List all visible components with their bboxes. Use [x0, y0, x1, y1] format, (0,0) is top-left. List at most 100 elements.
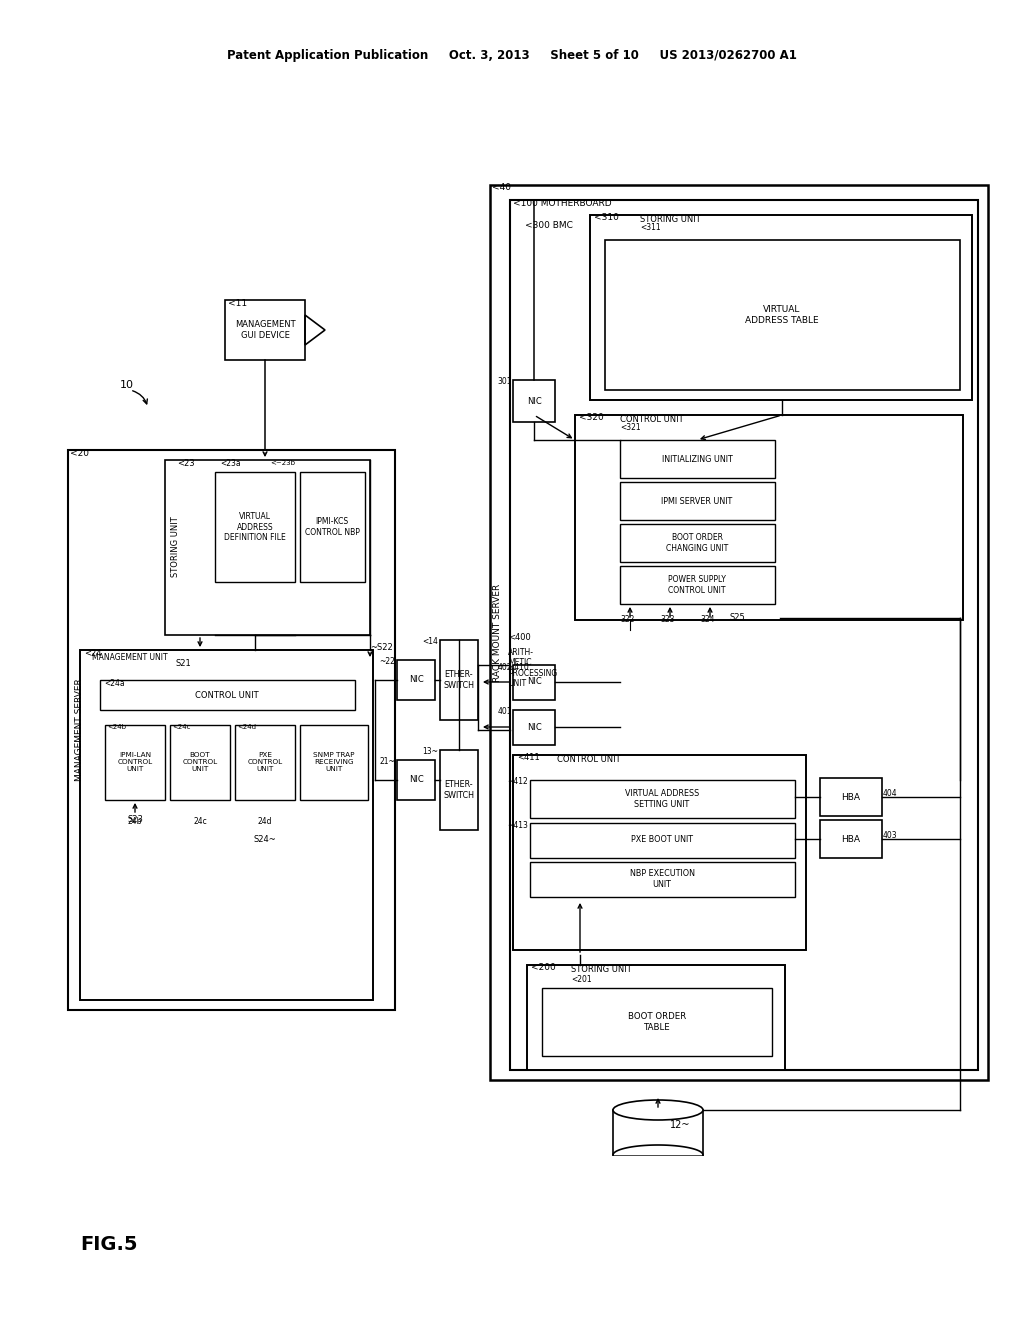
Text: ~S22: ~S22	[371, 644, 393, 652]
Bar	[620, 566, 775, 605]
Text: CONTROL UNIT: CONTROL UNIT	[196, 690, 259, 700]
Bar	[513, 755, 806, 950]
Text: S25: S25	[730, 614, 745, 623]
Text: 13~: 13~	[422, 747, 438, 756]
Text: NIC: NIC	[526, 396, 542, 405]
Text: CONTROL UNIT: CONTROL UNIT	[620, 416, 684, 425]
Text: POWER SUPPLY
CONTROL UNIT: POWER SUPPLY CONTROL UNIT	[668, 576, 726, 595]
Bar	[820, 820, 882, 858]
Bar	[527, 965, 785, 1071]
Text: VIRTUAL ADDRESS
SETTING UNIT: VIRTUAL ADDRESS SETTING UNIT	[625, 789, 699, 809]
Text: BOOT ORDER
TABLE: BOOT ORDER TABLE	[628, 1012, 686, 1032]
Bar	[620, 440, 775, 478]
Text: 401: 401	[498, 708, 512, 717]
Text: S23: S23	[127, 816, 143, 825]
Text: 402: 402	[498, 663, 512, 672]
Text: NIC: NIC	[409, 676, 423, 685]
Text: INITIALIZING UNIT: INITIALIZING UNIT	[662, 454, 732, 463]
Bar	[820, 777, 882, 816]
Text: ~22: ~22	[379, 657, 395, 667]
Text: VIRTUAL
ADDRESS
DEFINITION FILE: VIRTUAL ADDRESS DEFINITION FILE	[224, 512, 286, 543]
Bar	[542, 987, 772, 1056]
Bar	[80, 649, 373, 1001]
Text: 12~: 12~	[670, 1119, 690, 1130]
Text: NIC: NIC	[409, 776, 423, 784]
Text: NIC: NIC	[526, 677, 542, 686]
Text: <40: <40	[492, 183, 511, 193]
Text: ETHER-
SWITCH: ETHER- SWITCH	[443, 671, 474, 689]
Text: <201: <201	[571, 974, 592, 983]
Text: Patent Application Publication     Oct. 3, 2013     Sheet 5 of 10     US 2013/02: Patent Application Publication Oct. 3, 2…	[227, 49, 797, 62]
Text: CONTROL UNIT: CONTROL UNIT	[557, 755, 621, 764]
Text: S24~: S24~	[254, 836, 276, 845]
Text: <11: <11	[228, 298, 247, 308]
Text: <24c: <24c	[172, 723, 190, 730]
Text: FIG.5: FIG.5	[80, 1236, 137, 1254]
Text: <24b: <24b	[106, 723, 126, 730]
Text: NBP EXECUTION
UNIT: NBP EXECUTION UNIT	[630, 870, 694, 888]
Bar	[513, 665, 555, 700]
Text: <~23b: <~23b	[270, 459, 295, 466]
Text: MANAGEMENT UNIT: MANAGEMENT UNIT	[92, 653, 168, 663]
Bar	[165, 459, 370, 635]
Bar	[234, 725, 295, 800]
Bar	[490, 185, 988, 1080]
Bar	[397, 660, 435, 700]
Text: <100 MOTHERBOARD: <100 MOTHERBOARD	[513, 198, 611, 207]
Bar	[440, 750, 478, 830]
Bar	[170, 725, 230, 800]
Bar	[300, 725, 368, 800]
Bar	[513, 380, 555, 422]
Bar	[530, 822, 795, 858]
Text: 301: 301	[498, 378, 512, 387]
Text: IPMI SERVER UNIT: IPMI SERVER UNIT	[662, 496, 732, 506]
Text: NIC: NIC	[526, 722, 542, 731]
Text: BOOT
CONTROL
UNIT: BOOT CONTROL UNIT	[182, 752, 217, 772]
Text: PXE BOOT UNIT: PXE BOOT UNIT	[631, 836, 693, 845]
Bar	[105, 725, 165, 800]
Bar	[620, 482, 775, 520]
Text: HBA: HBA	[842, 792, 860, 801]
Text: 403: 403	[883, 830, 898, 840]
Text: ~413: ~413	[507, 821, 528, 829]
Text: <14: <14	[422, 638, 438, 647]
Bar	[620, 524, 775, 562]
Text: <320: <320	[579, 413, 604, 422]
Text: 21~: 21~	[379, 758, 395, 767]
Bar	[510, 201, 978, 1071]
Text: S21: S21	[175, 659, 190, 668]
Text: PXE
CONTROL
UNIT: PXE CONTROL UNIT	[248, 752, 283, 772]
Text: <24: <24	[84, 648, 101, 657]
Text: <411: <411	[517, 754, 540, 763]
Bar	[440, 640, 478, 719]
Text: 10: 10	[120, 380, 134, 389]
Bar	[100, 680, 355, 710]
Text: BOOT ORDER
CHANGING UNIT: BOOT ORDER CHANGING UNIT	[666, 533, 728, 553]
Text: 322: 322	[620, 615, 635, 624]
Text: ARITH-
METIC
PROCESSING
UNIT: ARITH- METIC PROCESSING UNIT	[508, 648, 557, 688]
Text: 24d: 24d	[258, 817, 272, 826]
Bar	[530, 780, 795, 818]
Text: <410: <410	[508, 664, 528, 672]
Text: SNMP TRAP
RECEIVING
UNIT: SNMP TRAP RECEIVING UNIT	[313, 752, 354, 772]
Bar	[225, 300, 305, 360]
Text: ~412: ~412	[507, 777, 528, 787]
Text: <321: <321	[620, 424, 641, 433]
Text: 24c: 24c	[194, 817, 207, 826]
Ellipse shape	[613, 1100, 703, 1119]
Text: <24d: <24d	[237, 723, 256, 730]
Text: STORING UNIT: STORING UNIT	[171, 516, 179, 577]
Text: 323: 323	[660, 615, 675, 624]
Text: IPMI-LAN
CONTROL
UNIT: IPMI-LAN CONTROL UNIT	[118, 752, 153, 772]
Text: HBA: HBA	[842, 834, 860, 843]
Text: 24b: 24b	[128, 817, 142, 826]
Bar	[300, 473, 365, 582]
Bar	[605, 240, 961, 389]
Bar	[575, 414, 963, 620]
Text: STORING UNIT: STORING UNIT	[640, 215, 700, 224]
Bar	[68, 450, 395, 1010]
Bar	[397, 760, 435, 800]
Text: 404: 404	[883, 788, 898, 797]
Text: <24a: <24a	[104, 678, 125, 688]
Text: VIRTUAL
ADDRESS TABLE: VIRTUAL ADDRESS TABLE	[745, 305, 819, 325]
